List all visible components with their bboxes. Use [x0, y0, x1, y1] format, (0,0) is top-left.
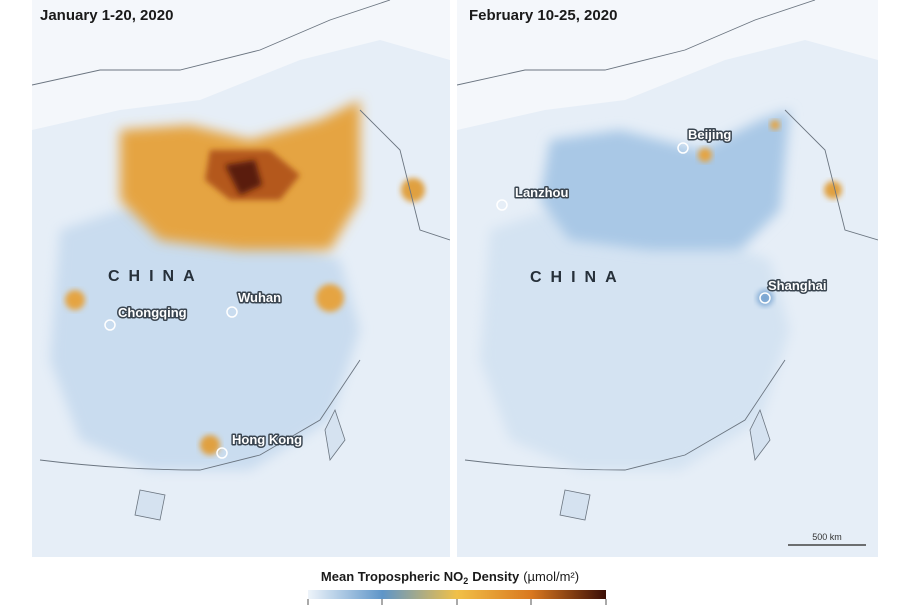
color-bar-ticks — [307, 599, 607, 605]
city-label: Beijing — [688, 127, 731, 142]
country-label: CHINA — [530, 269, 626, 286]
city-marker — [216, 447, 228, 459]
legend-title-text: Mean Tropospheric NO — [321, 569, 463, 584]
panel-title: January 1-20, 2020 — [40, 7, 173, 24]
country-label: CHINA — [108, 268, 204, 285]
city-marker — [759, 292, 771, 304]
scale-label: 500 km — [812, 532, 842, 542]
legend-title: Mean Tropospheric NO2 Density (µmol/m²) — [321, 569, 579, 586]
panel-title: February 10-25, 2020 — [469, 7, 617, 24]
city-label: Shanghai — [768, 278, 827, 293]
color-bar — [308, 590, 606, 599]
city-marker — [496, 199, 508, 211]
city-label: Hong Kong — [232, 432, 302, 447]
map-january: January 1-20, 2020 CHINA Chongqing Wuhan… — [32, 0, 450, 557]
legend-subscript: 2 — [463, 576, 468, 586]
legend-unit: (µmol/m²) — [523, 569, 579, 584]
city-marker — [226, 306, 238, 318]
map-february: February 10-25, 2020 CHINA Lanzhou Beiji… — [457, 0, 878, 557]
city-label: Chongqing — [118, 305, 187, 320]
city-marker — [104, 319, 116, 331]
legend-title-text: Density — [472, 569, 520, 584]
city-marker — [677, 142, 689, 154]
city-label: Wuhan — [238, 290, 281, 305]
city-label: Lanzhou — [515, 185, 568, 200]
